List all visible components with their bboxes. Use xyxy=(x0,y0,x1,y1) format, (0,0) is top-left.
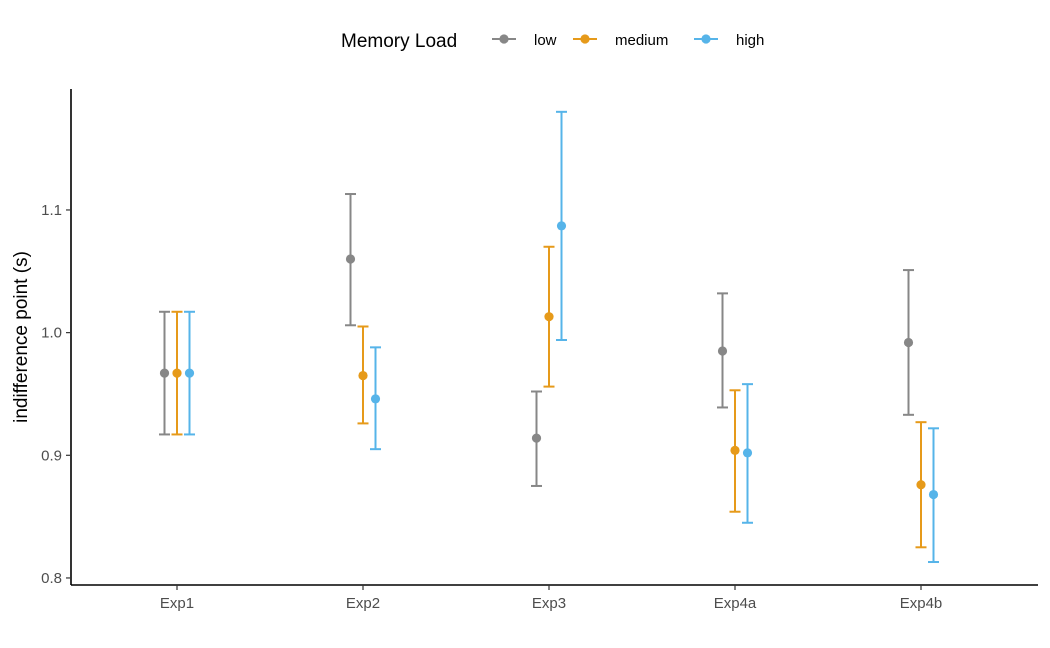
data-point xyxy=(916,480,926,490)
legend-item-high: high xyxy=(694,32,764,49)
legend: Memory Load low medium high xyxy=(341,31,764,52)
y-tick-label: 0.8 xyxy=(41,570,62,587)
legend-label: low xyxy=(534,32,557,49)
data-point xyxy=(159,368,170,378)
data-point xyxy=(544,312,554,322)
series-high xyxy=(184,110,939,564)
data-point xyxy=(556,221,567,231)
data-point xyxy=(742,448,753,458)
data-point xyxy=(717,346,728,356)
legend-label: high xyxy=(736,32,764,49)
x-tick-label: Exp2 xyxy=(346,595,380,612)
legend-label: medium xyxy=(615,32,668,49)
data-point xyxy=(358,370,368,381)
series-medium xyxy=(171,245,927,549)
legend-key-point xyxy=(701,34,711,44)
legend-title: Memory Load xyxy=(341,31,457,52)
y-tick-label: 1.1 xyxy=(41,202,62,219)
legend-item-medium: medium xyxy=(573,32,668,49)
legend-key-point xyxy=(580,34,590,44)
data-point xyxy=(903,337,914,348)
axes: 0.8 0.9 1.0 1.1 Exp1 Exp2 Exp3 Exp4a Exp4b indi… xyxy=(11,89,1038,612)
x-tick-label: Exp1 xyxy=(160,595,194,612)
data-point xyxy=(370,394,381,404)
x-tick-label: Exp3 xyxy=(532,595,566,612)
y-tick-label: 1.0 xyxy=(41,325,62,342)
y-tick-label: 0.9 xyxy=(41,447,62,464)
data-point xyxy=(345,254,356,264)
legend-key-point xyxy=(499,34,509,44)
data-marks xyxy=(159,110,939,564)
x-tick-label: Exp4a xyxy=(714,595,757,612)
data-point xyxy=(184,368,195,378)
legend-item-low: low xyxy=(492,32,557,49)
x-tick-label: Exp4b xyxy=(900,595,943,612)
series-low xyxy=(159,193,914,487)
data-point xyxy=(172,368,182,378)
data-point xyxy=(730,445,740,455)
data-point xyxy=(531,433,542,443)
data-point xyxy=(928,489,939,500)
y-axis-title: indifference point (s) xyxy=(11,251,32,423)
